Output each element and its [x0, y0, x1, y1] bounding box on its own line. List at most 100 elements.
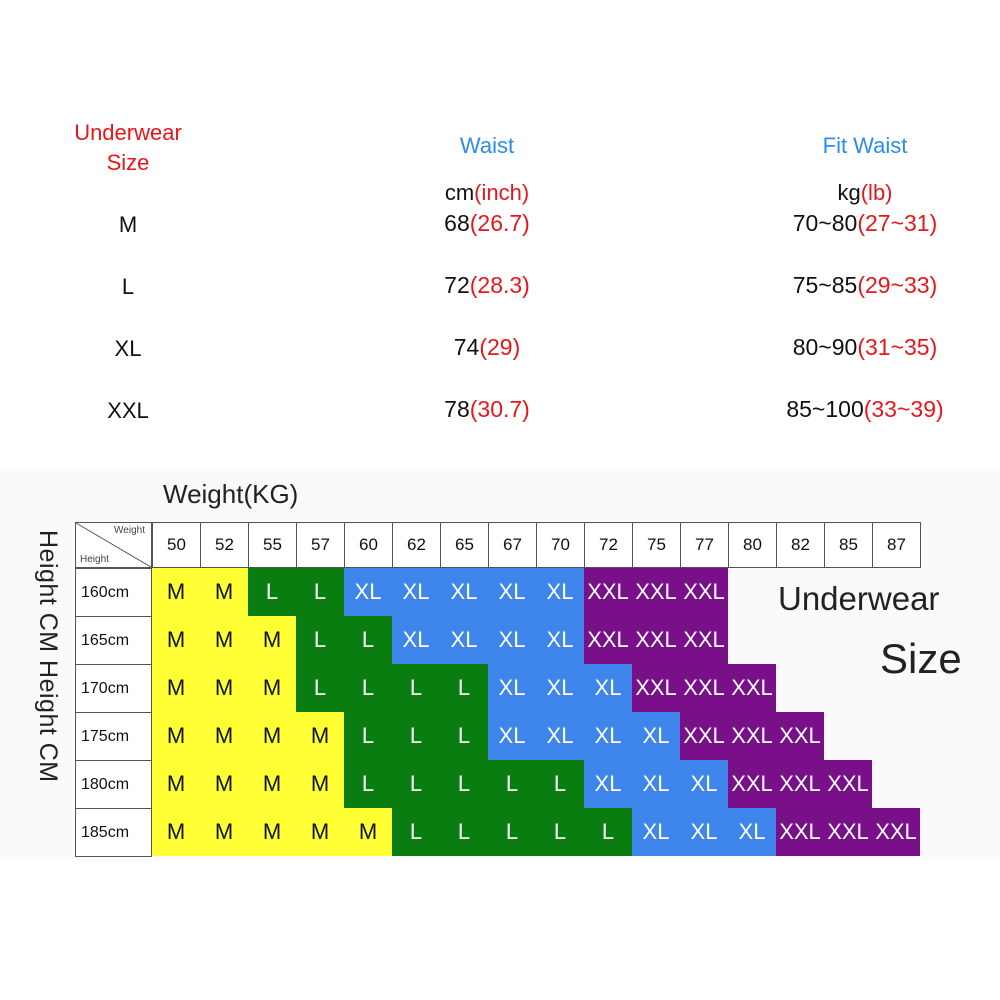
fit-kg: 80~90: [792, 334, 858, 360]
waist-inch: (30.7): [469, 396, 530, 422]
size-cell: M: [152, 616, 200, 664]
size-cell: M: [344, 808, 392, 856]
size-cell: XL: [488, 712, 536, 760]
size-cell: XL: [632, 760, 680, 808]
weight-header-cell: 80: [728, 522, 777, 568]
size-cell: L: [392, 664, 440, 712]
size-cell: M: [248, 664, 296, 712]
size-cell: XXL: [824, 760, 872, 808]
fit-kg: 70~80: [792, 210, 858, 236]
size-cell: L: [440, 760, 488, 808]
size-cell: XXL: [632, 664, 680, 712]
waist-cm: 68: [444, 210, 470, 236]
fit-waist-unit: kg(lb): [765, 180, 965, 206]
size-cell: M: [200, 712, 248, 760]
size-cell: M: [152, 760, 200, 808]
size-cell: XXL: [680, 616, 728, 664]
height-row-header: 180cm: [75, 760, 152, 809]
weight-header-cell: 72: [584, 522, 633, 568]
fit-lb: (33~39): [863, 396, 944, 422]
waist-header: Waist: [459, 133, 515, 158]
height-row-header: 175cm: [75, 712, 152, 761]
size-cell: XL: [632, 808, 680, 856]
weight-header-cell: 57: [296, 522, 345, 568]
size-cell: XL: [584, 664, 632, 712]
size-cell: XXL: [680, 568, 728, 616]
waist-value: 72(28.3): [387, 272, 587, 299]
size-cell: L: [440, 712, 488, 760]
size-cell: L: [248, 568, 296, 616]
waist-value: 78(30.7): [387, 396, 587, 423]
size-cell: M: [248, 712, 296, 760]
weight-header-cell: 67: [488, 522, 537, 568]
height-row-header: 170cm: [75, 664, 152, 713]
underwear-size-header: Underwear Size: [74, 120, 182, 175]
size-label: M: [118, 212, 138, 237]
size-cell: M: [200, 664, 248, 712]
corner-height-label: Height: [80, 554, 109, 565]
weight-header-cell: 65: [440, 522, 489, 568]
chart-size-label: Size: [880, 635, 962, 682]
waist-unit-alt: (inch): [474, 180, 530, 205]
size-cell: XL: [680, 808, 728, 856]
size-cell: XXL: [728, 760, 776, 808]
height-row-header: 165cm: [75, 616, 152, 665]
weight-header-cell: 85: [824, 522, 873, 568]
size-cell: XL: [488, 568, 536, 616]
size-cell: L: [440, 664, 488, 712]
waist-value: 74(29): [387, 334, 587, 361]
fit-lb: (31~35): [857, 334, 938, 360]
size-cell: L: [296, 568, 344, 616]
diagonal-line: [76, 523, 151, 567]
waist-cm: 78: [444, 396, 470, 422]
weight-header-cell: 60: [344, 522, 393, 568]
weight-header-cell: 55: [248, 522, 297, 568]
size-cell: M: [296, 760, 344, 808]
size-cell: XXL: [776, 808, 824, 856]
fit-waist-header: Fit Waist: [822, 133, 908, 158]
size-cell: XL: [680, 760, 728, 808]
fit-unit-alt: (lb): [860, 180, 893, 205]
fit-waist-value: 85~100(33~39): [745, 396, 985, 423]
size-cell: XL: [584, 712, 632, 760]
size-cell: XXL: [872, 808, 920, 856]
size-cell: L: [536, 760, 584, 808]
waist-cm: 72: [444, 272, 470, 298]
size-cell: L: [296, 616, 344, 664]
size-cell: L: [488, 808, 536, 856]
size-cell: XL: [344, 568, 392, 616]
size-label: XL: [114, 336, 142, 361]
fit-waist-value: 75~85(29~33): [745, 272, 985, 299]
size-cell: XXL: [584, 616, 632, 664]
size-cell: XL: [536, 568, 584, 616]
weight-header-cell: 70: [536, 522, 585, 568]
height-weight-size-chart: Weight(KG) Height CM Height CM Weight He…: [0, 470, 1000, 860]
size-cell: M: [248, 616, 296, 664]
size-cell: XL: [536, 616, 584, 664]
size-cell: XXL: [632, 616, 680, 664]
size-label: L: [121, 274, 135, 299]
size-cell: M: [248, 760, 296, 808]
size-cell: XL: [728, 808, 776, 856]
size-cell: L: [536, 808, 584, 856]
size-cell: L: [392, 760, 440, 808]
size-cell: XXL: [776, 712, 824, 760]
size-cell: L: [392, 712, 440, 760]
size-cell: M: [200, 568, 248, 616]
waist-unit: cm(inch): [387, 180, 587, 206]
corner-cell: Weight Height: [75, 522, 152, 568]
size-cell: L: [344, 712, 392, 760]
size-cell: XL: [584, 760, 632, 808]
weight-header-cell: 62: [392, 522, 441, 568]
waist-inch: (28.3): [469, 272, 530, 298]
size-cell: XL: [392, 568, 440, 616]
weight-header-cell: 87: [872, 522, 921, 568]
size-cell: XXL: [680, 712, 728, 760]
size-cell: XL: [632, 712, 680, 760]
size-cell: M: [200, 616, 248, 664]
size-cell: XXL: [728, 664, 776, 712]
size-cell: XL: [440, 616, 488, 664]
size-cell: L: [344, 760, 392, 808]
size-cell: M: [152, 568, 200, 616]
size-cell: XL: [440, 568, 488, 616]
